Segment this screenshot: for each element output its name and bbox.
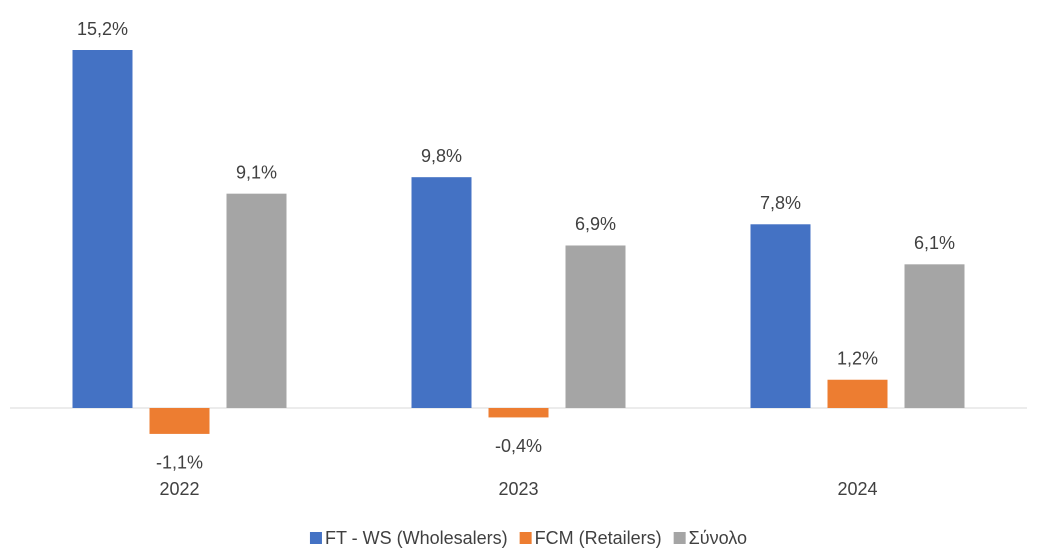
bar (904, 264, 965, 408)
data-label: 9,1% (236, 162, 277, 182)
data-label: 7,8% (760, 193, 801, 213)
bar (226, 193, 287, 408)
data-label: 15,2% (77, 19, 128, 39)
x-tick-label: 2022 (159, 479, 199, 499)
bar (827, 379, 888, 408)
legend-swatch (309, 532, 322, 544)
x-tick-label: 2023 (498, 479, 538, 499)
legend-label: Σύνολο (689, 528, 747, 548)
data-label: 9,8% (421, 146, 462, 166)
legend-label: FCM (Retailers) (535, 528, 662, 548)
data-label: -1,1% (156, 453, 203, 473)
data-label: 6,1% (914, 233, 955, 253)
bar (488, 408, 549, 418)
bar (149, 408, 210, 434)
legend-label: FT - WS (Wholesalers) (325, 528, 508, 548)
bar (72, 50, 133, 408)
legend-swatch (519, 532, 532, 544)
bar (411, 177, 472, 408)
legend-swatch (673, 532, 686, 544)
data-label: 6,9% (575, 214, 616, 234)
data-label: 1,2% (837, 348, 878, 368)
bar (750, 224, 811, 408)
data-label: -0,4% (495, 436, 542, 456)
bar (565, 245, 626, 408)
x-tick-label: 2024 (837, 479, 877, 499)
